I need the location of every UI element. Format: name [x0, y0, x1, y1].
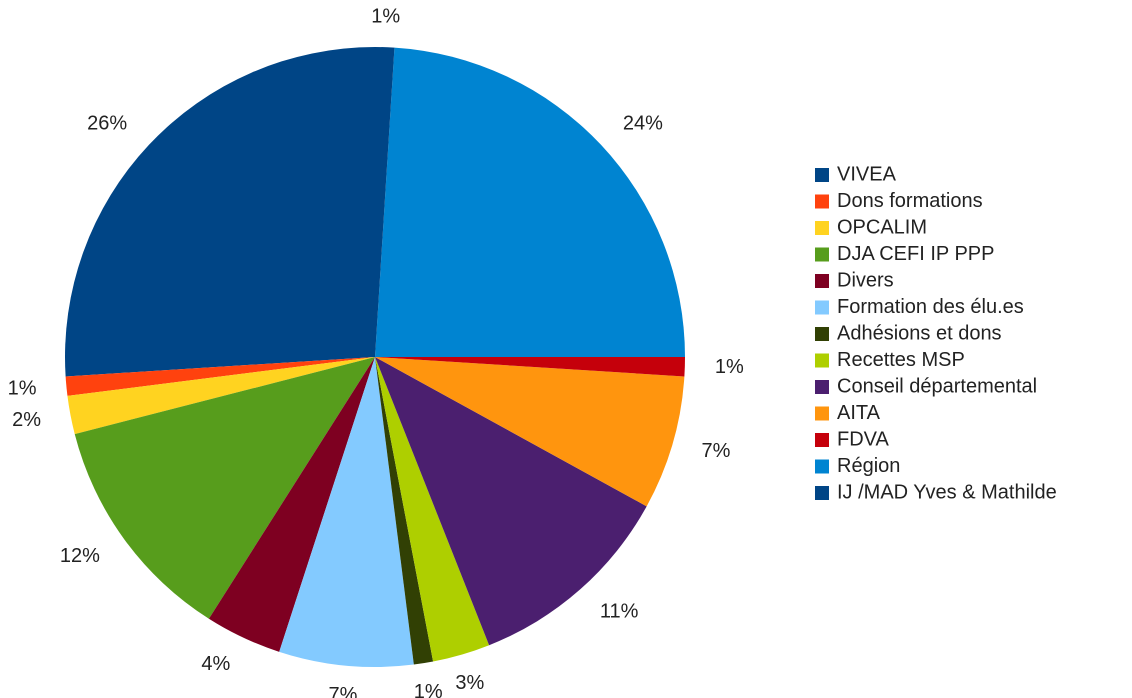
data-label: 1% — [715, 356, 744, 378]
data-label: 1% — [371, 5, 400, 27]
legend-label: Dons formations — [837, 190, 983, 212]
pie-slice — [74, 357, 375, 619]
pie-slice — [65, 47, 376, 377]
data-label: 7% — [701, 440, 730, 462]
legend-label: Recettes MSP — [837, 349, 965, 371]
legend-label: VIVEA — [837, 163, 897, 185]
legend-swatch — [815, 327, 829, 341]
pie-slice — [279, 357, 414, 667]
legend-label: DJA CEFI IP PPP — [837, 243, 994, 265]
data-label: 3% — [455, 672, 484, 694]
data-label: 24% — [623, 113, 663, 135]
data-label: 7% — [329, 684, 358, 698]
legend-label: Région — [837, 455, 900, 477]
legend-label: Divers — [837, 269, 894, 291]
legend-swatch — [815, 274, 829, 288]
legend-swatch — [815, 194, 829, 209]
pie-slice — [375, 357, 685, 507]
pie-slice — [65, 357, 375, 396]
legend-swatch — [815, 433, 829, 447]
data-label: 26% — [87, 113, 127, 135]
pie-slice — [375, 47, 395, 357]
pie-slice — [208, 357, 375, 652]
pie-slice — [375, 357, 685, 377]
legend-label: OPCALIM — [837, 216, 927, 238]
legend-swatch — [815, 353, 829, 368]
legend-swatch — [815, 459, 829, 474]
legend-swatch — [815, 300, 829, 315]
data-label: 1% — [8, 377, 37, 399]
legend-label: FDVA — [837, 428, 890, 450]
pie-slice — [375, 47, 685, 357]
legend-swatch — [815, 168, 829, 182]
legend-label: IJ /MAD Yves & Mathilde — [837, 481, 1057, 503]
data-label: 1% — [414, 681, 443, 698]
pie-slice — [375, 357, 647, 646]
pie-slice — [375, 357, 490, 662]
pie-slice — [67, 357, 375, 435]
data-label: 2% — [12, 409, 41, 431]
legend-swatch — [815, 406, 829, 421]
data-label: 4% — [201, 653, 230, 675]
pie-slice — [375, 357, 434, 665]
legend-label: Adhésions et dons — [837, 322, 1002, 344]
legend-label: Formation des élu.es — [837, 296, 1024, 318]
legend-swatch — [815, 221, 829, 235]
data-label: 12% — [60, 545, 100, 567]
legend-swatch — [815, 247, 829, 262]
legend-swatch — [815, 486, 829, 500]
legend-label: AITA — [837, 402, 881, 424]
legend-swatch — [815, 380, 829, 394]
data-label: 11% — [600, 600, 639, 622]
legend-label: Conseil départemental — [837, 375, 1037, 397]
